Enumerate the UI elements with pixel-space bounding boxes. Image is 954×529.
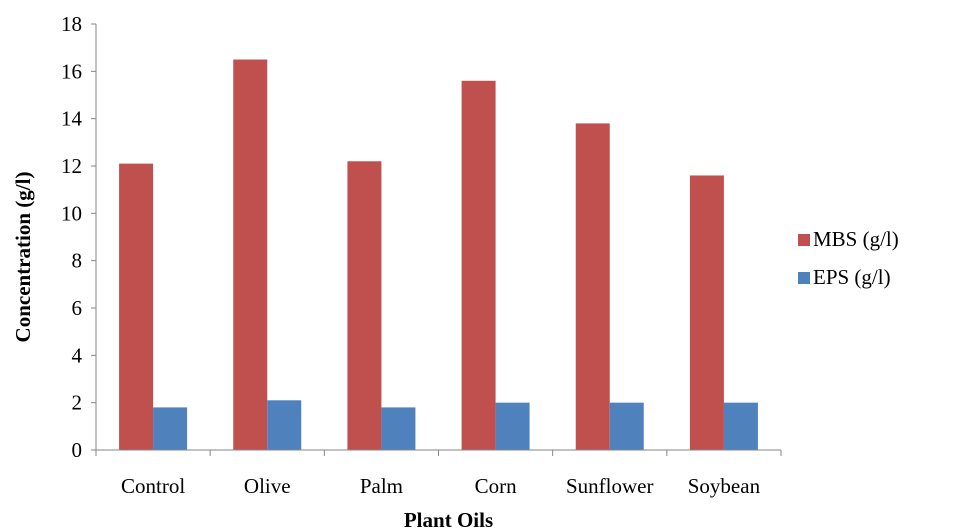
- bar-eps-corn: [495, 402, 530, 450]
- legend-label: EPS (g/l): [813, 265, 891, 289]
- bar-mbs-control: [119, 163, 154, 450]
- bar-mbs-sunflower: [575, 123, 610, 451]
- bar-eps-palm: [381, 407, 416, 450]
- y-tick-label: 10: [61, 201, 82, 225]
- y-tick-label: 12: [61, 154, 82, 178]
- bars-group: [119, 59, 758, 451]
- x-tick-label: Control: [121, 474, 185, 498]
- legend-swatch: [798, 234, 810, 246]
- x-tick-label: Soybean: [688, 474, 761, 498]
- legend-swatch: [798, 272, 810, 284]
- x-tick-label: Olive: [244, 474, 291, 498]
- x-axis-ticks: Control Olive Palm Corn Sunflower Soybean: [95, 450, 782, 498]
- x-axis-title: Plant Oils: [404, 508, 493, 529]
- y-tick-label: 6: [72, 296, 83, 320]
- bar-eps-control: [153, 407, 188, 450]
- bar-eps-olive: [267, 400, 302, 450]
- bar-mbs-corn: [461, 80, 496, 451]
- y-tick-label: 0: [72, 438, 83, 462]
- bar-eps-sunflower: [609, 402, 644, 450]
- legend-label: MBS (g/l): [813, 227, 899, 251]
- y-tick-label: 18: [61, 12, 82, 36]
- y-tick-label: 16: [61, 59, 82, 83]
- y-tick-label: 2: [72, 391, 83, 415]
- y-tick-label: 14: [61, 107, 83, 131]
- x-tick-label: Corn: [475, 474, 518, 498]
- x-tick-label: Sunflower: [566, 474, 654, 498]
- y-tick-label: 4: [72, 343, 83, 367]
- bar-eps-soybean: [723, 402, 758, 450]
- x-tick-label: Palm: [360, 474, 403, 498]
- y-axis-ticks: 0 2 4 6 8 10 12 14 16 18: [61, 12, 96, 462]
- bar-mbs-olive: [233, 59, 268, 450]
- bar-mbs-soybean: [689, 175, 724, 450]
- y-axis-title: Concentration (g/l): [11, 172, 35, 343]
- y-tick-label: 8: [72, 249, 83, 273]
- bar-mbs-palm: [347, 161, 382, 450]
- legend: MBS (g/l) EPS (g/l): [798, 227, 899, 289]
